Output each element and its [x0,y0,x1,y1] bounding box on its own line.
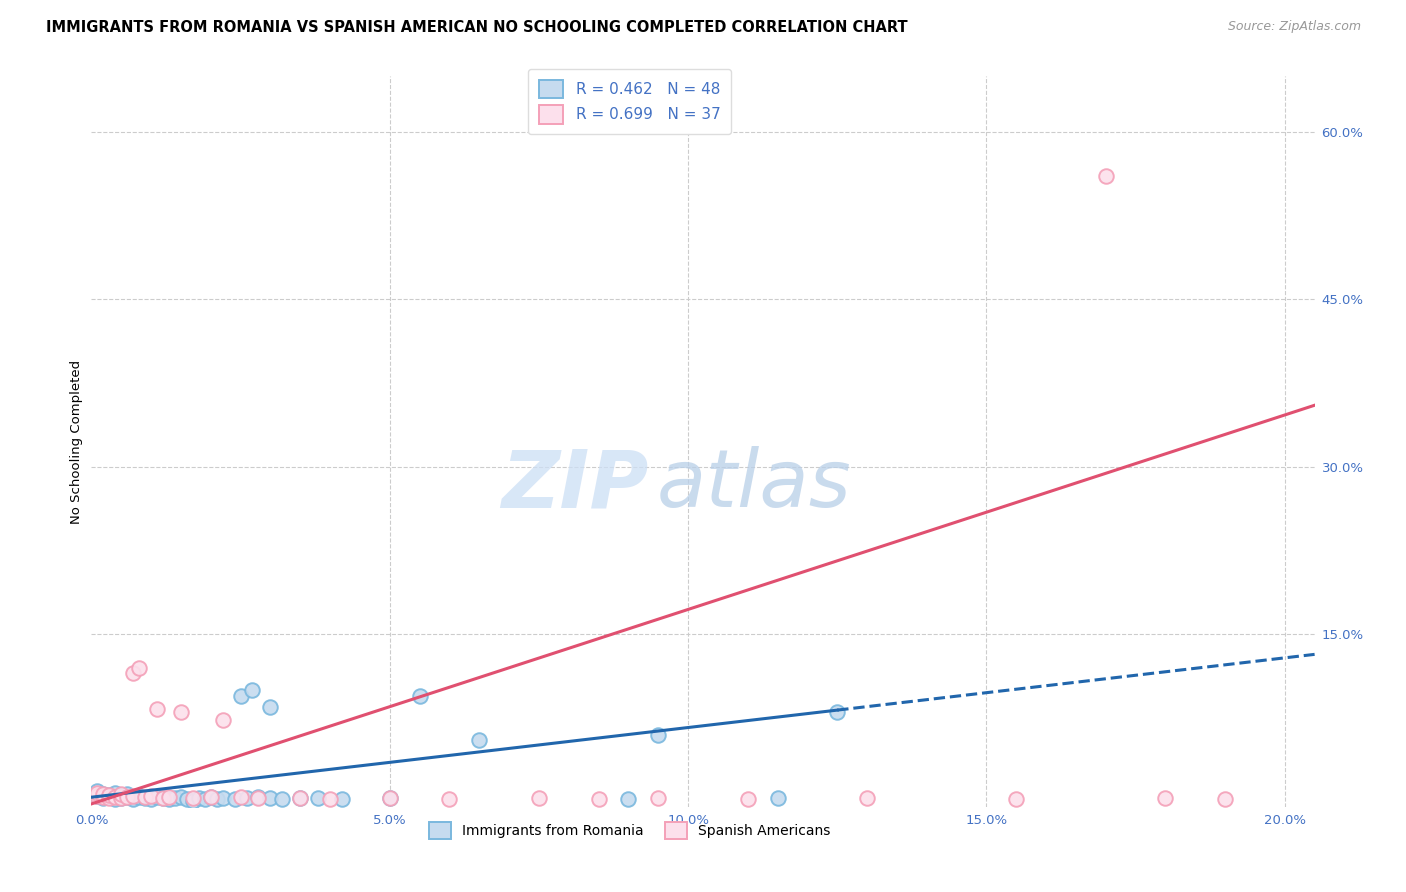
Point [110,791,132,805]
Point [110,789,132,803]
Point [1154,791,1177,805]
Point [439,792,461,806]
Point [408,689,430,703]
Point [856,791,879,805]
Point [200,790,222,805]
Point [235,791,257,805]
Point [290,791,312,805]
Point [527,791,550,805]
Point [134,791,156,805]
Point [86,786,108,800]
Point [128,790,150,805]
Point [157,790,180,805]
Point [98,790,121,805]
Point [122,791,145,805]
Point [86,789,108,803]
Point [1005,792,1028,806]
Point [307,791,329,805]
Point [229,689,252,703]
Point [146,790,169,805]
Point [86,783,108,797]
Point [139,789,162,803]
Point [647,728,669,742]
Point [766,791,789,805]
Point [146,702,169,716]
Point [91,791,114,805]
Point [205,792,228,806]
Text: IMMIGRANTS FROM ROMANIA VS SPANISH AMERICAN NO SCHOOLING COMPLETED CORRELATION C: IMMIGRANTS FROM ROMANIA VS SPANISH AMERI… [46,20,908,35]
Point [110,791,132,805]
Point [211,713,233,727]
Point [152,791,174,805]
Point [1094,169,1116,184]
Point [152,791,174,805]
Text: ZIP: ZIP [501,446,648,524]
Point [115,790,138,805]
Point [378,791,401,805]
Point [110,787,132,801]
Point [181,791,204,805]
Point [104,792,127,806]
Point [122,666,145,681]
Legend: Immigrants from Romania, Spanish Americans: Immigrants from Romania, Spanish America… [423,816,837,844]
Point [176,792,198,806]
Point [319,792,342,806]
Point [91,787,114,801]
Text: atlas: atlas [657,446,851,524]
Point [181,793,204,807]
Point [139,792,162,806]
Point [115,790,138,805]
Point [737,792,759,806]
Point [104,790,127,805]
Point [91,790,114,805]
Point [122,792,145,806]
Point [128,661,150,675]
Point [229,790,252,805]
Point [224,792,246,806]
Point [242,683,264,698]
Point [98,788,121,802]
Point [128,789,150,803]
Point [617,792,640,806]
Point [378,791,401,805]
Point [290,791,312,805]
Point [163,791,186,805]
Point [122,789,145,803]
Point [98,788,121,802]
Point [115,787,138,801]
Point [98,791,121,805]
Text: Source: ZipAtlas.com: Source: ZipAtlas.com [1227,20,1361,33]
Point [211,791,233,805]
Point [271,792,294,806]
Point [170,706,193,720]
Point [647,791,669,805]
Y-axis label: No Schooling Completed: No Schooling Completed [70,359,83,524]
Point [104,786,127,800]
Point [86,789,108,803]
Point [259,699,281,714]
Point [330,792,353,806]
Point [187,791,209,805]
Point [259,791,281,805]
Point [134,790,156,805]
Point [588,792,610,806]
Point [157,792,180,806]
Point [200,790,222,805]
Point [170,790,193,805]
Point [91,787,114,801]
Point [247,790,270,805]
Point [825,706,848,720]
Point [247,791,270,805]
Point [194,792,217,806]
Point [1213,792,1236,806]
Point [468,733,491,747]
